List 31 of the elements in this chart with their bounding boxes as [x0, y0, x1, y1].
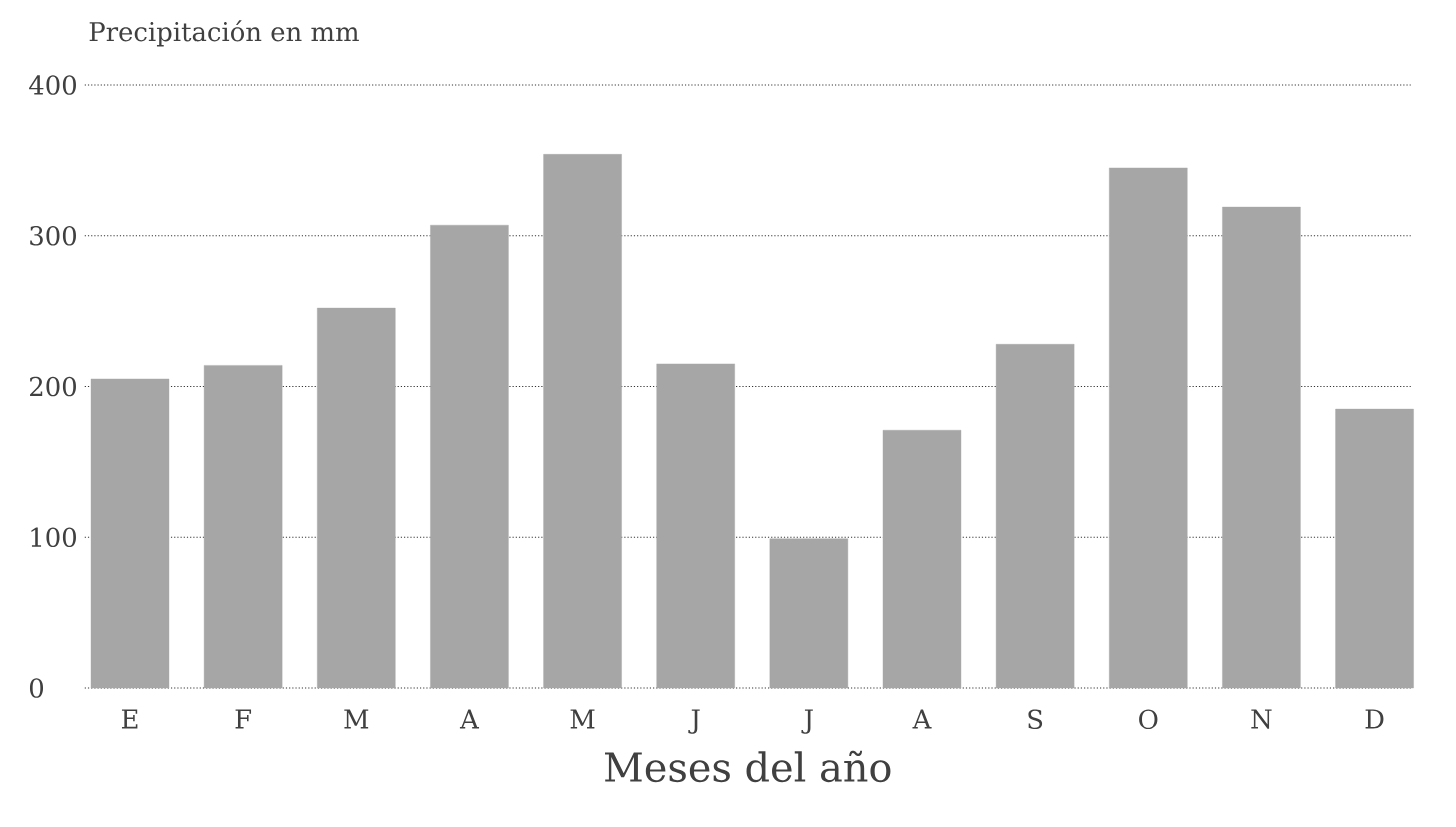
bar — [995, 344, 1075, 689]
bar — [656, 363, 735, 689]
y-tick-label: 300 — [30, 225, 76, 246]
x-tick-label: A — [912, 709, 932, 729]
x-tick-label: M — [344, 709, 369, 729]
x-tick-label: M — [570, 709, 595, 729]
bar — [430, 224, 509, 689]
bar — [90, 378, 170, 689]
y-axis-title: Precipitación en mm — [89, 20, 359, 47]
y-tick-label: 200 — [30, 376, 76, 397]
y-tick-label: 0 — [29, 678, 44, 698]
y-tick-label: 100 — [31, 527, 76, 548]
x-tick-label: O — [1139, 709, 1158, 730]
bar — [769, 538, 849, 689]
x-axis-title: Meses del año — [605, 750, 891, 783]
bar — [317, 307, 396, 689]
y-tick-label: 400 — [29, 75, 76, 95]
bar — [203, 365, 283, 689]
x-tick-label: E — [121, 709, 138, 729]
bar — [882, 430, 962, 689]
x-tick-label: J — [801, 709, 813, 734]
x-tick-label: A — [459, 709, 480, 729]
x-tick-label: F — [235, 709, 252, 729]
bar — [543, 154, 622, 689]
x-tick-label: D — [1365, 709, 1384, 729]
x-tick-label: J — [688, 709, 700, 734]
bar — [1335, 408, 1414, 689]
bar — [1109, 167, 1188, 689]
x-tick-label: S — [1028, 709, 1043, 730]
bar — [1222, 206, 1301, 689]
x-tick-label: N — [1251, 709, 1272, 729]
